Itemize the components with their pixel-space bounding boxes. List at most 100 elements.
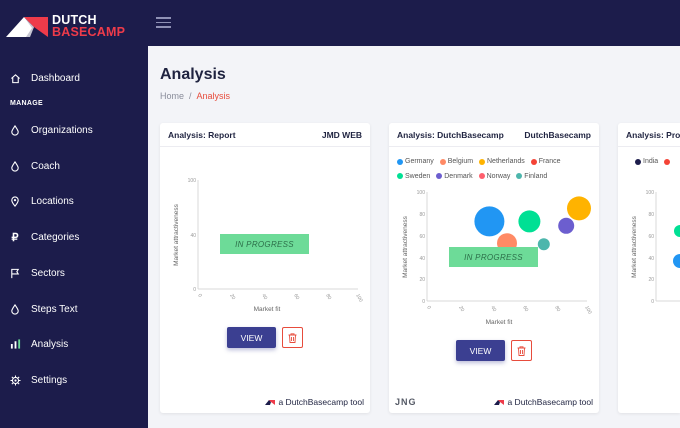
brand-logo[interactable]: DUTCH BASECAMP [6, 14, 125, 38]
sidebar-item-dashboard[interactable]: Dashboard [0, 64, 148, 92]
legend-label: Germany [405, 158, 434, 165]
bar-chart-icon [9, 338, 21, 350]
sidebar-item-settings[interactable]: Settings [0, 366, 148, 394]
analysis-card: Analysis: DutchBasecamp DutchBasecamp Ge… [389, 123, 599, 413]
ruble-icon: ₽ [11, 231, 19, 244]
legend-item[interactable]: Denmark [436, 170, 473, 183]
legend-swatch [397, 158, 403, 165]
breadcrumb-separator: / [189, 91, 192, 101]
legend-item[interactable]: India [635, 155, 658, 168]
breadcrumb-home[interactable]: Home [160, 91, 185, 101]
view-button[interactable]: VIEW [227, 327, 276, 348]
sidebar-item-steps-text[interactable]: Steps Text [0, 295, 148, 323]
card-header: Analysis: DutchBasecamp DutchBasecamp [389, 123, 599, 147]
legend-swatch [479, 158, 485, 165]
legend-swatch [436, 173, 443, 179]
card-footer-logo: JNG [395, 397, 417, 407]
sidebar-item-label: Settings [31, 374, 68, 386]
status-badge: IN PROGRESS [220, 234, 309, 254]
menu-toggle-icon[interactable] [156, 17, 171, 29]
legend-item[interactable]: Sweden [397, 170, 430, 183]
x-tick-label: 60 [292, 293, 300, 301]
drop-icon [9, 303, 21, 315]
tool-tag-label: a DutchBasecamp tool [278, 397, 364, 407]
legend-item[interactable]: Netherlands [479, 155, 525, 168]
sidebar-item-label: Analysis [31, 338, 69, 350]
legend-label: Belgium [447, 158, 474, 165]
delete-button[interactable] [511, 340, 532, 361]
location-pin-icon [9, 195, 21, 207]
delete-button[interactable] [282, 327, 303, 348]
legend-item[interactable]: Germany [397, 155, 434, 168]
legend-label: India [643, 158, 659, 165]
bubble-point-denmark[interactable] [558, 217, 575, 234]
y-tick-label: 60 [648, 234, 654, 240]
top-bar: DUTCH BASECAMP [0, 0, 680, 46]
sidebar-item-coach[interactable]: Coach [0, 152, 148, 180]
x-tick-label: 20 [457, 305, 465, 313]
card-title: Analysis: DutchBasecamp [397, 129, 504, 140]
legend-item[interactable]: Finland [516, 170, 547, 183]
sidebar-item-label: Locations [31, 195, 74, 207]
y-tick-label: 100 [417, 190, 426, 196]
bubble-point-finland[interactable] [537, 238, 550, 251]
sidebar-item-label: Sectors [31, 267, 65, 279]
sidebar: Dashboard MANAGE Organizations Coach Loc… [0, 46, 148, 428]
y-tick-label: 40 [190, 233, 196, 239]
logo-mountain-icon [6, 17, 48, 37]
bubble-point-germany[interactable] [474, 206, 505, 237]
bubble-point[interactable] [674, 225, 680, 237]
sidebar-item-locations[interactable]: Locations [0, 187, 148, 215]
card-title: Analysis: Proj [626, 129, 680, 140]
legend-label: Norway [486, 172, 511, 180]
y-tick-label: 80 [648, 212, 654, 218]
legend-swatch [478, 173, 485, 179]
brand-line-1: DUTCH [52, 13, 97, 27]
y-tick-label: 20 [419, 277, 425, 283]
sidebar-item-organizations[interactable]: Organizations [0, 116, 148, 144]
x-tick-label: 0 [196, 293, 203, 299]
card-header: Analysis: Report JMD WEB [160, 123, 370, 147]
chart-plot: Market attractiveness 100 80 60 40 20 0 [631, 190, 680, 305]
y-axis-label: Market attractiveness [631, 215, 638, 278]
tool-logo-icon [265, 400, 276, 405]
x-tick-label: 80 [324, 293, 332, 301]
sidebar-item-label: Categories [31, 231, 80, 243]
legend-item[interactable]: Belgium [439, 155, 474, 168]
sidebar-item-sectors[interactable]: Sectors [0, 259, 148, 287]
y-tick-label: 40 [419, 256, 425, 262]
home-icon [9, 72, 21, 84]
view-button[interactable]: VIEW [456, 340, 505, 361]
x-tick-label: 60 [521, 305, 529, 313]
legend-item[interactable]: Norway [478, 170, 511, 183]
x-tick-label: 100 [583, 305, 592, 315]
brand-line-2: BASECAMP [52, 25, 126, 39]
sidebar-item-label: Steps Text [31, 303, 78, 315]
gear-icon [9, 374, 21, 386]
x-tick-label: 0 [425, 305, 432, 311]
legend-item[interactable]: France [530, 155, 561, 168]
sidebar-item-analysis[interactable]: Analysis [0, 330, 148, 358]
sidebar-section-manage: MANAGE [10, 100, 43, 107]
card-footer: JNG a DutchBasecamp tool [389, 391, 599, 413]
chart-plot: Market attractiveness Market fit 100 80 … [402, 190, 593, 326]
bubble-point-sweden[interactable] [518, 210, 541, 233]
card-footer: a DutchBasecamp tool [160, 391, 370, 413]
legend-item[interactable] [664, 158, 672, 165]
bubble-point-netherlands[interactable] [567, 196, 591, 221]
bubble-point[interactable] [673, 254, 680, 268]
status-badge: IN PROGRESS [449, 247, 538, 267]
y-tick-label: 0 [193, 287, 196, 293]
breadcrumb: Home / Analysis [160, 91, 230, 101]
chart-legend: India [635, 155, 680, 170]
x-axis-label: Market fit [486, 319, 513, 326]
card-title: Analysis: Report [168, 129, 236, 140]
y-tick-label: 100 [188, 178, 197, 184]
y-axis-label: Market attractiveness [173, 203, 180, 266]
sidebar-item-label: Coach [31, 160, 60, 172]
legend-label: Sweden [405, 172, 431, 180]
y-tick-label: 20 [648, 277, 654, 283]
sidebar-item-categories[interactable]: ₽ Categories [0, 223, 148, 251]
x-axis-label: Market fit [254, 306, 281, 313]
card-actions: VIEW [389, 340, 599, 361]
